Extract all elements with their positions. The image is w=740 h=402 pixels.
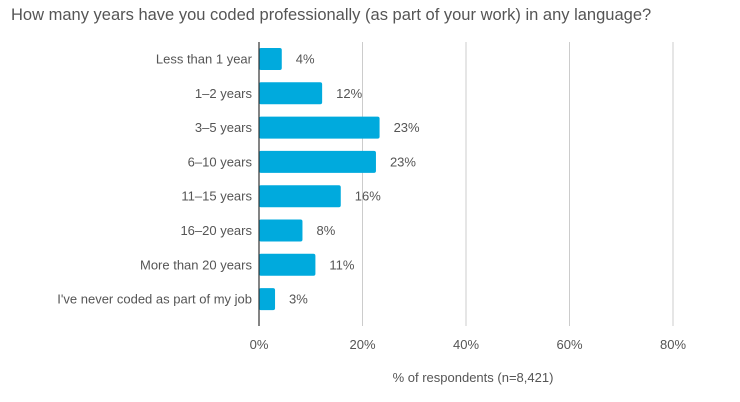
value-label: 23%: [394, 120, 420, 135]
category-label: 16–20 years: [180, 223, 252, 238]
bar: [259, 288, 276, 311]
value-label: 4%: [296, 52, 315, 67]
chart-title: How many years have you coded profession…: [11, 6, 652, 24]
value-label: 11%: [329, 257, 354, 272]
bar: [259, 185, 341, 208]
category-label: 6–10 years: [188, 154, 253, 169]
bars: [259, 48, 380, 311]
bar: [259, 253, 316, 276]
bar: [259, 116, 380, 139]
x-tick-label: 80%: [660, 337, 686, 352]
category-label: Less than 1 year: [156, 52, 253, 67]
x-tick-label: 20%: [349, 337, 375, 352]
x-axis-title: % of respondents (n=8,421): [393, 370, 554, 385]
value-label: 12%: [336, 86, 362, 101]
category-label: 1–2 years: [195, 86, 253, 101]
category-label: I've never coded as part of my job: [57, 292, 252, 307]
labels: 0% 20% 40% 60% 80% Less than 1 year 4% 1–2 year…: [57, 52, 686, 353]
bar: [259, 150, 376, 173]
value-label: 3%: [289, 292, 308, 307]
category-label: More than 20 years: [140, 257, 253, 272]
bar: [259, 219, 303, 242]
x-tick-label: 40%: [453, 337, 479, 352]
category-label: 3–5 years: [195, 120, 253, 135]
value-label: 8%: [316, 223, 335, 238]
x-tick-label: 0%: [250, 337, 269, 352]
gridlines: [362, 42, 674, 326]
bar: [259, 48, 282, 70]
value-label: 23%: [390, 154, 416, 169]
bar: [259, 82, 323, 105]
category-label: 11–15 years: [181, 189, 252, 204]
value-label: 16%: [355, 189, 381, 204]
x-tick-label: 60%: [556, 337, 582, 352]
